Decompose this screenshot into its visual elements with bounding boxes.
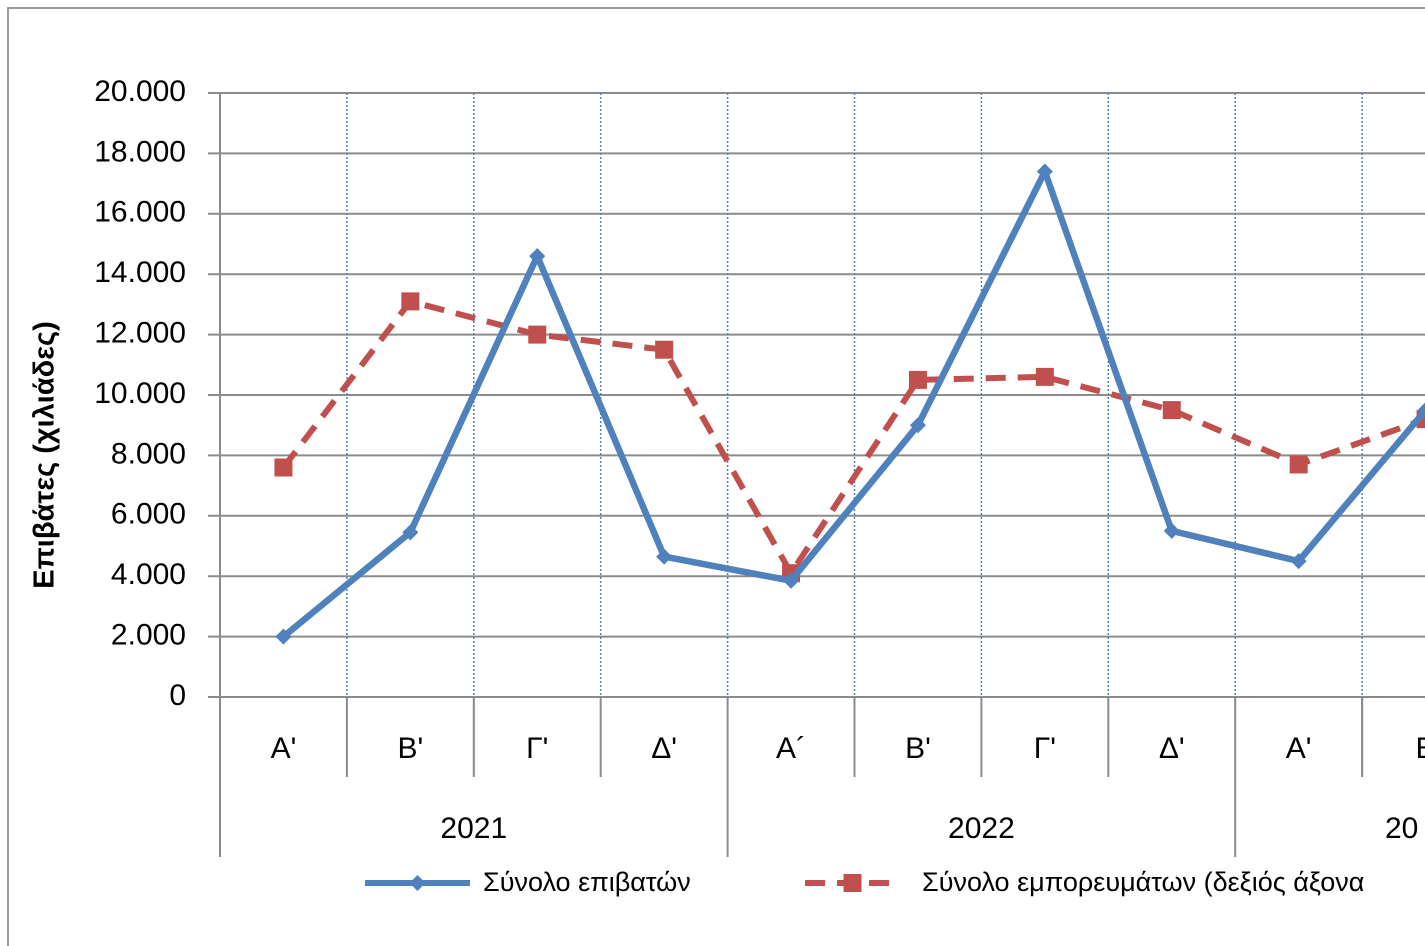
point: [274, 458, 293, 477]
x-tick-label: Δ': [651, 732, 677, 765]
point: [1162, 401, 1181, 420]
year-label: 2021: [440, 812, 507, 845]
point: [1290, 553, 1307, 570]
point: [1036, 163, 1053, 180]
x-tick-label: Β: [1416, 732, 1425, 765]
year-label: 20: [1385, 812, 1418, 845]
point: [401, 292, 420, 311]
x-tick-label: Β': [905, 732, 931, 765]
point: [1035, 367, 1054, 386]
legend-marker: [843, 874, 862, 892]
y-tick-label: 4.000: [111, 558, 186, 591]
legend-label: Σύνολο επιβατών: [483, 867, 691, 897]
x-tick-label: Α': [271, 732, 297, 765]
x-tick-label: Α': [1286, 732, 1312, 765]
series-line: [281, 168, 1425, 640]
x-tick-label: Δ': [1159, 732, 1185, 765]
point: [655, 340, 674, 359]
point: [656, 548, 673, 565]
y-tick-label: 10.000: [94, 377, 186, 410]
point: [908, 370, 927, 389]
y-tick-label: 2.000: [111, 619, 186, 652]
y-tick-label: 8.000: [111, 437, 186, 470]
point: [1289, 455, 1308, 474]
y-tick-label: 6.000: [111, 498, 186, 531]
y-tick-label: 0: [169, 679, 186, 712]
x-tick-label: Γ': [1034, 732, 1056, 765]
y-tick-label: 18.000: [94, 135, 186, 168]
series-line: [281, 298, 1425, 577]
y-tick-label: 16.000: [94, 196, 186, 229]
year-label: 2022: [948, 812, 1015, 845]
legend-marker: [409, 875, 426, 891]
frame: [7, 7, 1425, 946]
point: [1417, 402, 1425, 418]
y-axis-label: Επιβάτες (χιλιάδες): [29, 321, 61, 589]
x-tick-label: Α´: [776, 732, 806, 765]
point: [529, 248, 546, 265]
point: [783, 572, 800, 589]
point: [1163, 522, 1180, 539]
point: [402, 524, 419, 541]
legend-label: Σύνολο εμπορευμάτων (δεξιός άξονα: [922, 867, 1364, 897]
y-tick-label: 14.000: [94, 256, 186, 289]
x-tick-label: Γ': [526, 732, 548, 765]
point: [528, 325, 547, 344]
x-tick-label: Β': [397, 732, 423, 765]
point: [275, 628, 292, 645]
y-tick-label: 20.000: [94, 75, 186, 108]
y-tick-label: 12.000: [94, 317, 186, 350]
point: [909, 417, 926, 434]
